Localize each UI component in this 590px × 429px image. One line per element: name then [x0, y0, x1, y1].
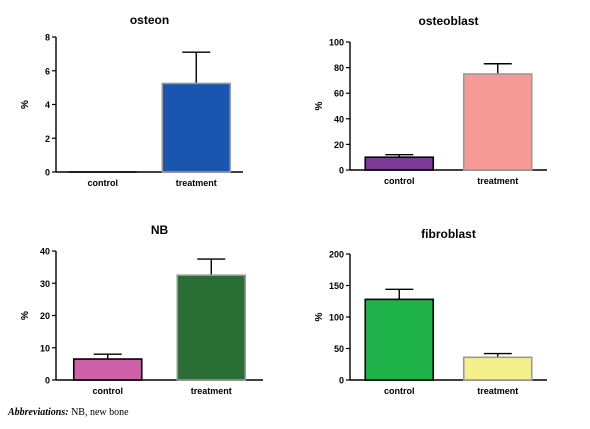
y-tick-label: 0 — [339, 376, 344, 386]
chart-fibroblast: fibroblast% 0 50 100 150 200 control treatment — [314, 227, 547, 396]
x-tick-label: treatment — [191, 386, 232, 396]
y-tick-label: 20 — [334, 140, 344, 150]
bar-treatment — [176, 274, 247, 381]
x-tick-label: treatment — [477, 176, 518, 186]
y-tick-label: 50 — [334, 344, 344, 354]
bar-treatment — [462, 73, 533, 171]
y-tick-label: 60 — [334, 89, 344, 99]
bar-control — [72, 358, 143, 381]
x-tick-label: control — [384, 176, 415, 186]
y-tick-label: 0 — [45, 168, 50, 178]
bar-control — [364, 156, 435, 171]
bar-treatment — [161, 82, 232, 173]
bar-treatment — [462, 356, 533, 381]
y-tick-label: 2 — [45, 134, 50, 144]
chart-osteoblast: osteoblast% 0 20 40 60 80 100 control treatment — [314, 14, 547, 186]
y-tick-label: 30 — [40, 279, 50, 289]
y-tick-label: 80 — [334, 63, 344, 73]
y-tick-label: 150 — [329, 281, 344, 291]
chart-title: NB — [151, 223, 169, 237]
chart-osteon: osteon% 0 2 4 6 8 control treatment — [20, 13, 243, 188]
y-tick-label: 100 — [329, 313, 344, 323]
x-tick-label: treatment — [176, 178, 217, 188]
x-tick-label: treatment — [477, 386, 518, 396]
y-tick-label: 40 — [40, 247, 50, 257]
y-tick-label: 20 — [40, 311, 50, 321]
chart-title: osteoblast — [418, 14, 478, 28]
y-axis-label: % — [20, 100, 31, 109]
x-tick-label: control — [88, 178, 119, 188]
bar-control — [364, 298, 435, 381]
y-tick-label: 6 — [45, 66, 50, 76]
x-tick-label: control — [93, 386, 124, 396]
y-tick-label: 100 — [329, 38, 344, 48]
footnote-text: NB, new bone — [68, 407, 129, 418]
y-tick-label: 200 — [329, 250, 344, 260]
y-axis-label: % — [20, 311, 31, 320]
y-tick-label: 0 — [45, 376, 50, 386]
y-axis-label: % — [314, 101, 325, 110]
y-tick-label: 8 — [45, 33, 50, 43]
y-tick-label: 10 — [40, 343, 50, 353]
y-tick-label: 40 — [334, 114, 344, 124]
y-tick-label: 0 — [339, 166, 344, 176]
y-tick-label: 4 — [45, 100, 50, 110]
abbreviations-footnote: Abbreviations: NB, new bone — [8, 407, 129, 418]
x-tick-label: control — [384, 386, 415, 396]
y-axis-label: % — [314, 312, 325, 321]
footnote-lead: Abbreviations: — [8, 407, 69, 418]
chart-title: fibroblast — [421, 227, 476, 241]
chart-nb: NB% 0 10 20 30 40 control treatment — [20, 223, 263, 396]
chart-title: osteon — [130, 13, 169, 27]
